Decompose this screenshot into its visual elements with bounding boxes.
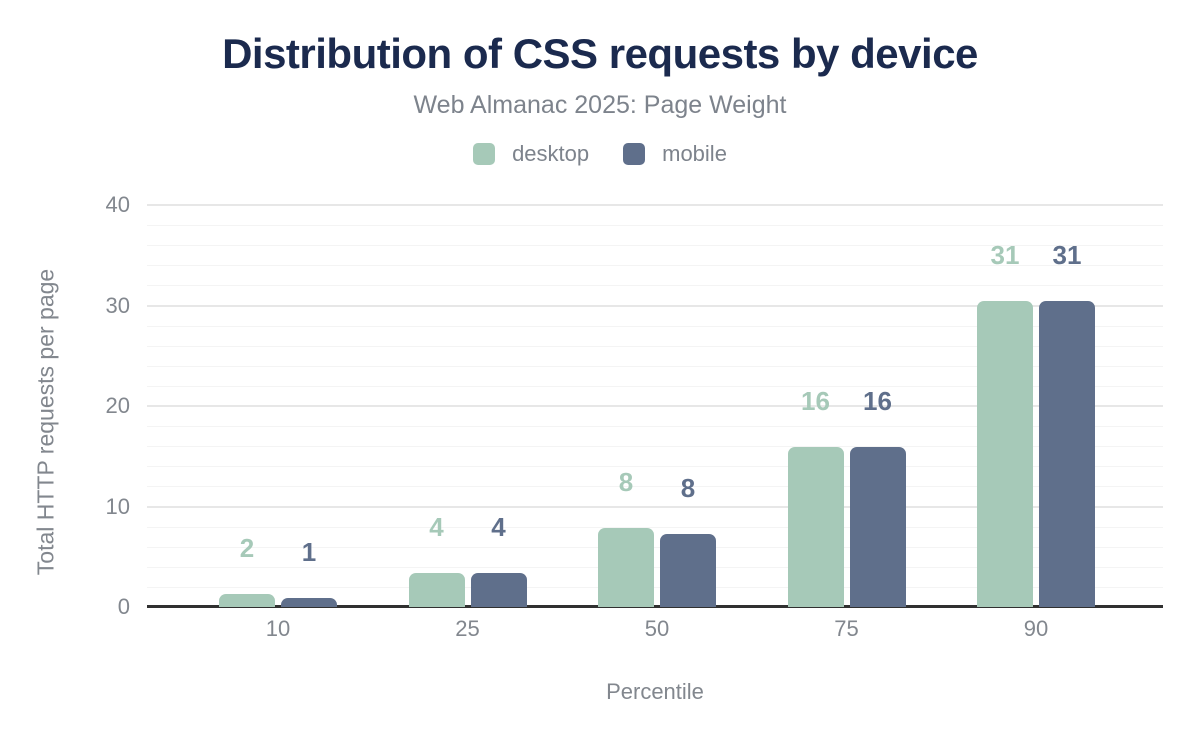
bar-value-mobile-p75: 16 [863,386,892,416]
gridline-minor [147,546,1163,548]
gridline-minor [147,486,1163,488]
legend-item-mobile[interactable]: mobile [623,141,727,167]
bar-value-desktop-p75: 16 [801,386,830,416]
bar-mobile-p90 [1039,301,1095,607]
y-tick-label: 30 [105,292,130,318]
gridline-major [147,505,1163,508]
legend-label: mobile [662,141,727,166]
x-tick-label: 25 [455,616,480,641]
bar-value-desktop-p25: 4 [429,512,444,542]
bar-mobile-p50 [660,534,716,607]
chart-title: Distribution of CSS requests by device [222,30,978,77]
bar-desktop-p75 [787,447,844,607]
gridline-minor [147,325,1163,327]
gridline-minor [147,446,1163,448]
legend-label: desktop [512,141,590,166]
gridline-minor [147,285,1163,287]
x-tick-label: 90 [1023,616,1049,641]
legend-swatch-mobile [623,143,646,165]
legend-swatch-desktop [473,143,496,165]
x-axis-line [147,605,1163,608]
gridline-major [147,405,1163,407]
gridline-minor [147,466,1163,468]
gridline-minor [147,365,1163,367]
bar-value-mobile-p90: 31 [1052,240,1082,270]
gridline-minor [147,345,1163,347]
bar-mobile-p10 [281,598,337,607]
legend-item-desktop[interactable]: desktop [473,141,589,167]
gridline-minor [147,526,1163,528]
y-tick-label: 0 [117,594,130,619]
bar-value-desktop-p90: 31 [990,240,1020,270]
gridline-major [147,204,1163,206]
bar-value-mobile-p10: 1 [301,537,317,567]
gridline-minor [147,265,1163,267]
y-axis-title: Total HTTP requests per page [32,268,59,576]
gridline-minor [147,586,1163,588]
gridline-minor [147,426,1163,428]
bar-value-mobile-p50: 8 [680,473,696,503]
gridline-minor [147,566,1163,568]
gridline-major [147,304,1163,307]
bar-value-desktop-p50: 8 [618,467,634,497]
bar-desktop-p90 [977,301,1033,607]
y-tick-label: 20 [105,393,130,418]
bar-desktop-p50 [598,528,654,607]
bar-mobile-p25 [470,573,527,607]
legend: desktop mobile [0,141,1200,167]
gridline-minor [147,245,1163,247]
gridline-minor [147,225,1163,227]
x-axis-title: Percentile [606,679,704,704]
y-tick-label: 40 [105,192,130,217]
chart-subtitle: Web Almanac 2025: Page Weight [413,91,787,119]
bar-desktop-p25 [408,573,465,607]
x-tick-label: 10 [265,616,291,641]
bar-desktop-p10 [219,594,275,607]
gridline-minor [147,385,1163,387]
x-tick-label: 50 [644,616,670,641]
y-tick-label: 10 [105,493,130,519]
x-tick-label: 75 [834,616,859,641]
bar-value-desktop-p10: 2 [239,533,255,563]
bar-value-mobile-p25: 4 [491,512,506,542]
bar-mobile-p75 [849,447,906,607]
